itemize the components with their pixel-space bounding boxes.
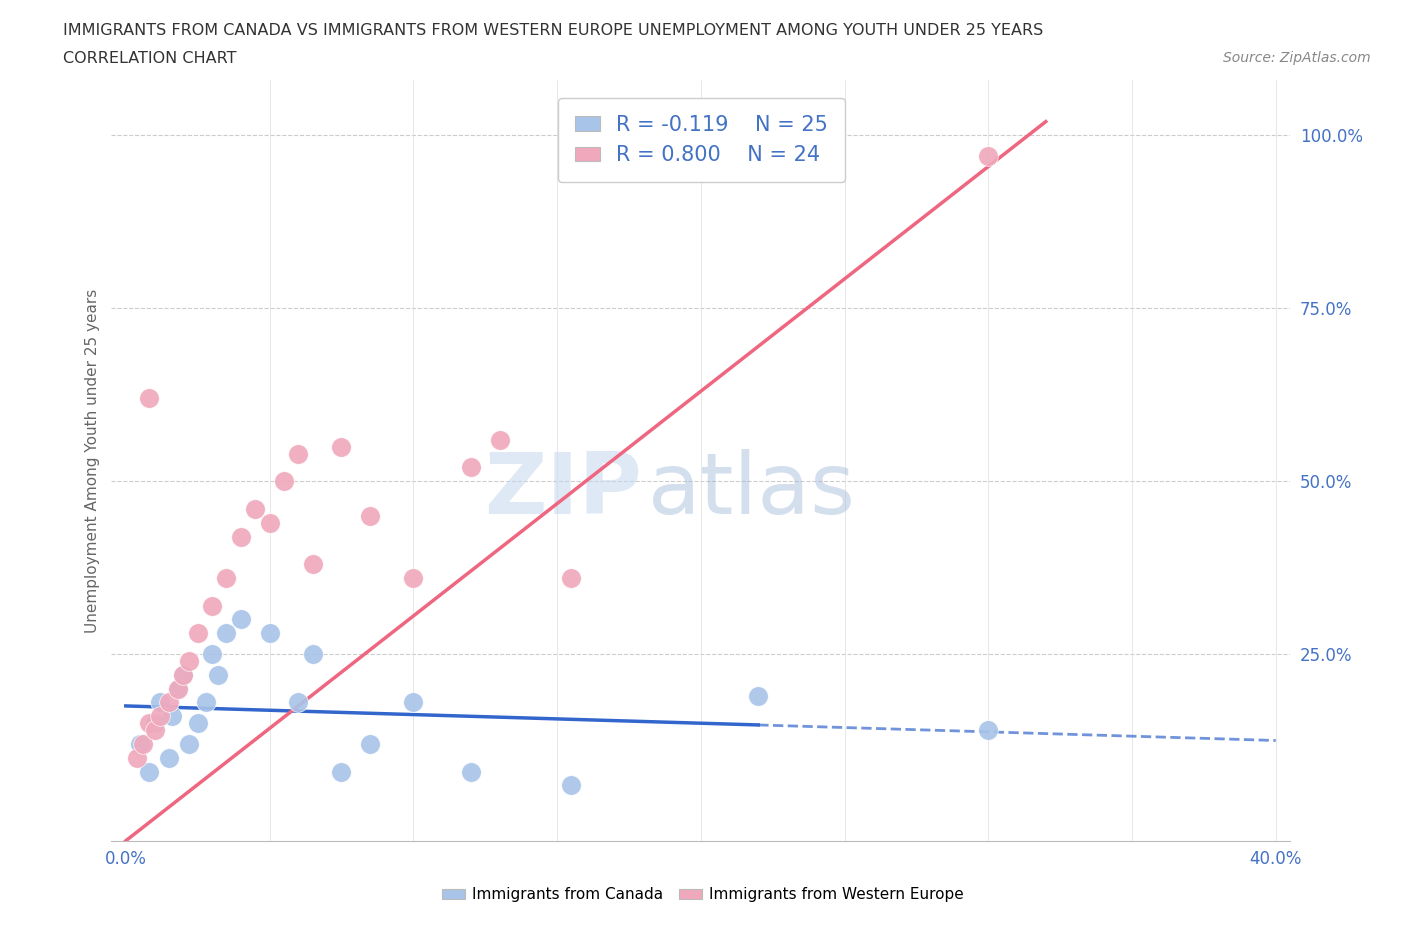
Point (330, 439, 353, 454)
Point (132, 737, 155, 751)
Point (215, 626, 238, 641)
Point (143, 723, 166, 737)
Point (301, 646, 323, 661)
Point (287, 695, 309, 710)
Point (560, 778, 582, 793)
Point (201, 646, 224, 661)
Point (215, 571, 238, 586)
Point (243, 501, 266, 516)
Y-axis label: Unemployment Among Youth under 25 years: Unemployment Among Youth under 25 years (86, 288, 100, 632)
Point (157, 751, 180, 765)
Point (273, 473, 295, 488)
Point (138, 716, 160, 731)
Point (187, 626, 209, 641)
Point (138, 391, 160, 405)
Point (229, 529, 252, 544)
Point (460, 764, 482, 779)
Text: ZIP: ZIP (484, 449, 643, 532)
Text: IMMIGRANTS FROM CANADA VS IMMIGRANTS FROM WESTERN EUROPE UNEMPLOYMENT AMONG YOUT: IMMIGRANTS FROM CANADA VS IMMIGRANTS FRO… (63, 23, 1043, 38)
Point (129, 737, 152, 751)
Legend: Immigrants from Canada, Immigrants from Western Europe: Immigrants from Canada, Immigrants from … (436, 882, 970, 909)
Point (287, 446, 309, 461)
Point (195, 695, 218, 710)
Point (187, 716, 209, 731)
Point (259, 515, 281, 530)
Point (259, 626, 281, 641)
Point (977, 723, 1000, 737)
Point (143, 716, 166, 731)
Point (488, 432, 510, 447)
Point (301, 557, 323, 572)
Point (460, 460, 482, 475)
Point (166, 681, 188, 696)
Text: Source: ZipAtlas.com: Source: ZipAtlas.com (1223, 51, 1371, 65)
Point (402, 695, 425, 710)
Point (138, 764, 160, 779)
Text: atlas: atlas (648, 449, 856, 532)
Point (560, 571, 582, 586)
Point (207, 668, 229, 683)
Point (172, 668, 194, 683)
Point (747, 688, 769, 703)
Point (359, 509, 381, 524)
Point (201, 598, 224, 613)
Point (177, 654, 200, 669)
Legend: R = -0.119    N = 25, R = 0.800    N = 24: R = -0.119 N = 25, R = 0.800 N = 24 (558, 99, 845, 182)
Point (149, 695, 172, 710)
Point (177, 737, 200, 751)
Point (127, 751, 149, 765)
Point (402, 571, 425, 586)
Point (977, 149, 1000, 164)
Point (172, 668, 194, 683)
Point (229, 612, 252, 627)
Point (160, 709, 183, 724)
Point (359, 737, 381, 751)
Point (149, 709, 172, 724)
Point (157, 695, 180, 710)
Text: CORRELATION CHART: CORRELATION CHART (63, 51, 236, 66)
Point (166, 681, 188, 696)
Point (330, 764, 353, 779)
